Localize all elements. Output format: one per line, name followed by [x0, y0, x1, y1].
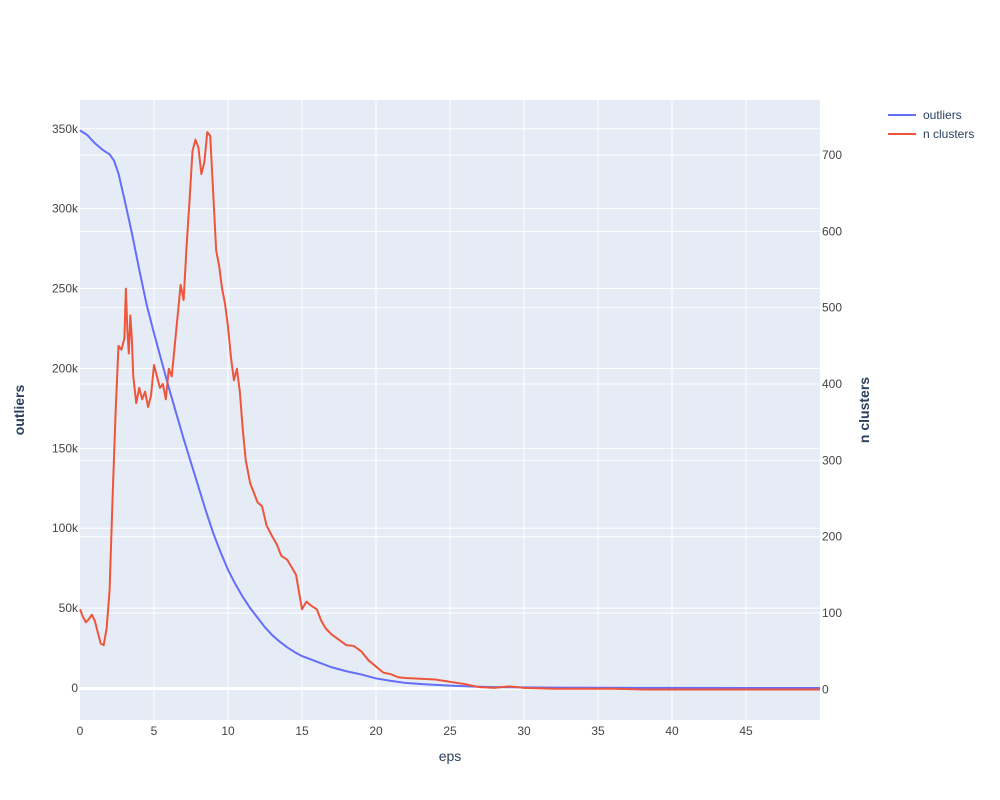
legend[interactable]: outliers n clusters	[888, 108, 974, 141]
x-tick-label: 40	[665, 724, 679, 738]
y2-tick-label: 200	[822, 530, 842, 544]
x-tick-label: 25	[443, 724, 457, 738]
x-tick-label: 45	[739, 724, 753, 738]
x-tick-label: 5	[151, 724, 158, 738]
legend-label-outliers: outliers	[923, 108, 962, 122]
y-tick-labels: 0 50k 100k 150k 200k 250k 300k 350k	[52, 122, 79, 695]
x-tick-label: 20	[369, 724, 383, 738]
y2-tick-label: 500	[822, 301, 842, 315]
y2-tick-label: 700	[822, 148, 842, 162]
x-tick-label: 30	[517, 724, 531, 738]
y2-tick-label: 0	[822, 682, 829, 696]
y-tick-label: 200k	[52, 361, 79, 375]
y2-tick-label: 300	[822, 453, 842, 467]
y-tick-label: 50k	[59, 601, 79, 615]
y-tick-label: 350k	[52, 122, 79, 136]
y-tick-label: 150k	[52, 441, 79, 455]
y-tick-label: 100k	[52, 521, 79, 535]
x-tick-labels: 0 5 10 15 20 25 30 35 40 45	[77, 724, 753, 738]
series-line-n-clusters	[79, 131, 820, 691]
y2-tick-labels: 0 100 200 300 400 500 600 700	[822, 148, 842, 696]
y2-tick-label: 100	[822, 606, 842, 620]
legend-label-n-clusters: n clusters	[923, 127, 974, 141]
x-tick-label: 10	[221, 724, 235, 738]
x-tick-label: 35	[591, 724, 605, 738]
x-tick-label: 0	[77, 724, 84, 738]
y2-tick-label: 600	[822, 224, 842, 238]
y-tick-label: 0	[71, 681, 78, 695]
x-axis-title: eps	[439, 748, 462, 764]
series-line-outliers	[79, 129, 821, 690]
y-tick-label: 300k	[52, 202, 79, 216]
y-axis-title: outliers	[11, 385, 27, 436]
y-tick-label: 250k	[52, 282, 79, 296]
x-tick-label: 15	[295, 724, 309, 738]
y2-tick-label: 400	[822, 377, 842, 391]
y2-axis-title: n clusters	[856, 377, 872, 443]
series-layer	[79, 129, 821, 691]
